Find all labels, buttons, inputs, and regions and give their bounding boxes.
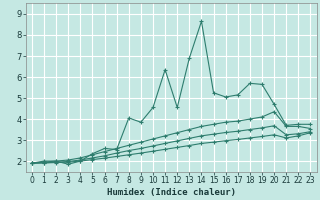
X-axis label: Humidex (Indice chaleur): Humidex (Indice chaleur) <box>107 188 236 197</box>
